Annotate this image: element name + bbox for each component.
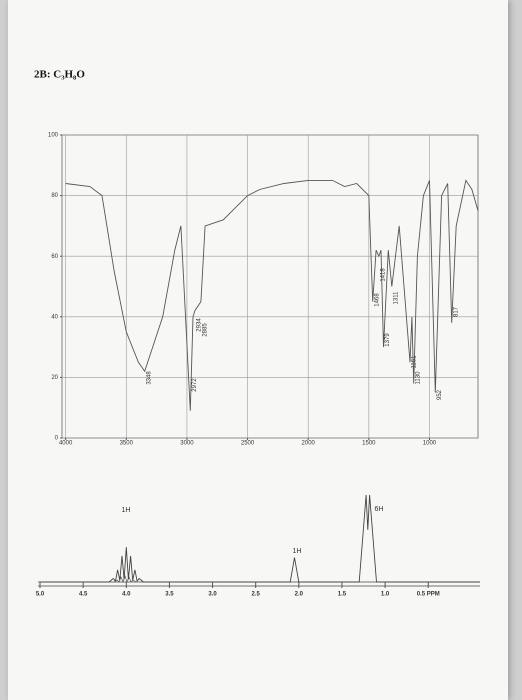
peak-label: 2972 [192,378,198,392]
integration-label: 6H [375,506,384,513]
x-tick-label: 4000 [59,441,73,447]
peak-label: 952 [437,389,443,400]
x-tick-label: 2000 [302,441,316,447]
nmr-inset [113,574,137,584]
nmr-tick-label: 4.5 [79,592,88,598]
peak-label: 1161 [412,355,418,369]
x-tick-label: 3000 [180,441,194,447]
x-tick-label: 3500 [120,441,134,447]
y-tick-label: 80 [51,193,58,199]
nmr-tick-label: 1.0 [381,592,390,598]
y-tick-label: 40 [51,314,58,320]
x-tick-label: 1500 [362,441,376,447]
paper [8,0,508,700]
peak-label: 3348 [146,371,152,385]
nmr-tick-label: 3.0 [208,592,217,598]
spectrum-line [40,494,480,583]
y-tick-label: 100 [48,133,59,139]
nmr-tick-label: 0.5 PPM [417,592,440,598]
y-tick-label: 60 [51,254,58,260]
x-tick-label: 1000 [423,441,437,447]
integration-label: 1H [122,507,131,514]
nmr-tick-label: 5.0 [36,592,45,598]
peak-label: 1379 [385,333,391,347]
nmr-tick-label: 2.5 [252,592,261,598]
nmr-tick-label: 1.5 [338,592,347,598]
spectrum-line [65,179,479,411]
nmr-tick-label: 2.0 [295,592,304,598]
ir-frame [61,134,479,439]
peak-label: 1468 [374,293,380,307]
peak-label: 1130 [415,371,421,385]
y-tick-label: 0 [55,436,59,442]
nmr-tick-label: 3.5 [165,592,174,598]
y-tick-label: 20 [51,375,58,381]
page-title: 2B: C₃H₈O [34,69,85,81]
peak-label: 2885 [202,323,208,337]
peak-label: 1311 [393,291,399,305]
peak-label: 2934 [197,318,203,332]
peak-label: 1418 [380,268,386,282]
peak-label: 817 [453,306,459,317]
x-tick-label: 2500 [241,441,255,447]
integration-label: 1H [293,548,302,555]
nmr-tick-label: 4.0 [122,592,131,598]
